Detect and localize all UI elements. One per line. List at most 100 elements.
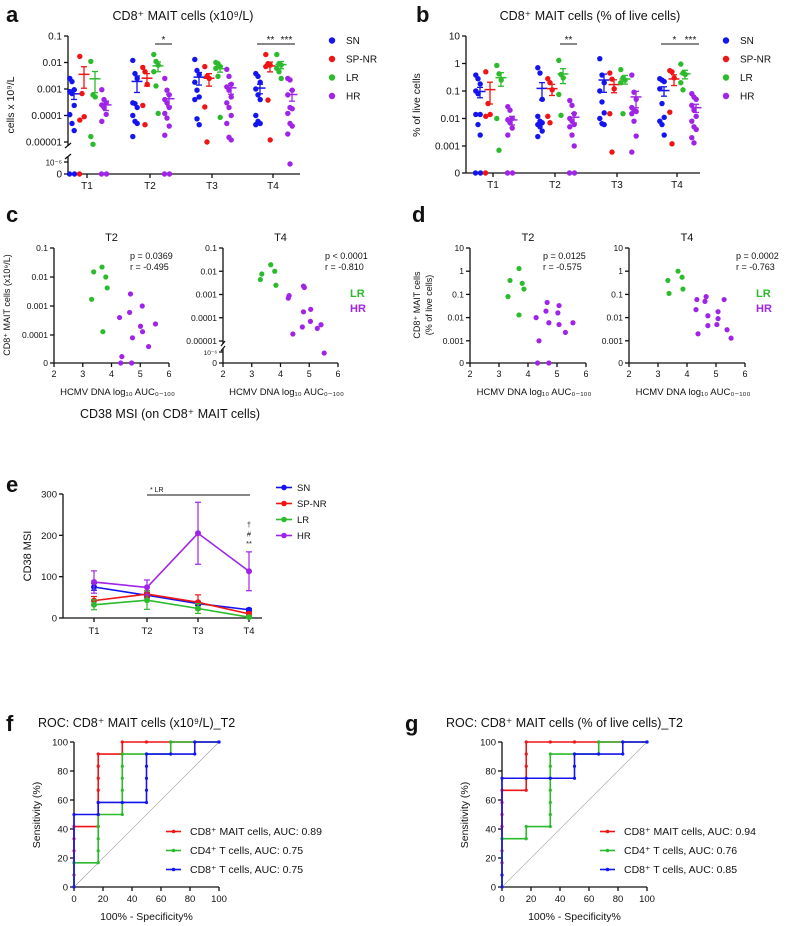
roc-point bbox=[120, 788, 124, 792]
data-point bbox=[144, 597, 150, 604]
significance-label: *** bbox=[685, 35, 697, 46]
legend-marker bbox=[281, 532, 287, 539]
series-line bbox=[93, 586, 250, 611]
x-tick-label: 80 bbox=[185, 894, 196, 905]
data-point bbox=[116, 314, 123, 321]
x-tick-label: 0 bbox=[71, 894, 76, 905]
data-point bbox=[507, 107, 513, 113]
panel-label: b bbox=[416, 2, 429, 27]
data-point bbox=[318, 322, 324, 328]
data-point bbox=[607, 110, 613, 117]
data-point bbox=[534, 360, 541, 366]
data-point bbox=[556, 91, 562, 98]
data-point bbox=[694, 296, 700, 303]
y-tick-label: 80 bbox=[57, 767, 68, 778]
roc-point bbox=[500, 885, 504, 889]
panel-label: d bbox=[412, 202, 425, 227]
data-point bbox=[166, 123, 172, 129]
roc-point bbox=[572, 764, 577, 768]
data-point bbox=[164, 115, 170, 121]
data-point bbox=[509, 125, 515, 131]
y-tick-label: 0.01 bbox=[200, 266, 217, 276]
data-point bbox=[666, 290, 672, 297]
data-point bbox=[555, 310, 561, 316]
data-point bbox=[607, 70, 613, 76]
panel-label: f bbox=[6, 711, 14, 736]
data-point bbox=[693, 96, 699, 102]
data-point bbox=[91, 269, 97, 275]
data-point bbox=[556, 302, 562, 309]
roc-point bbox=[621, 752, 625, 756]
roc-point bbox=[524, 752, 528, 756]
roc-point bbox=[72, 885, 76, 889]
subplot-title: T2 bbox=[105, 232, 118, 244]
data-point bbox=[482, 170, 489, 176]
x-tick-label: 100 bbox=[639, 894, 655, 905]
axis-break-mark bbox=[220, 340, 226, 347]
x-axis-label: HCMV DNA log₁₀ AUC₀₋₁₀₀ bbox=[636, 387, 751, 398]
roc-point bbox=[548, 800, 552, 805]
data-point bbox=[714, 321, 720, 328]
data-point bbox=[77, 117, 83, 123]
x-tick-label: 100 bbox=[211, 894, 227, 905]
y-tick-label: 60 bbox=[485, 796, 496, 807]
roc-point bbox=[597, 740, 601, 744]
data-point bbox=[702, 298, 708, 304]
data-point bbox=[127, 291, 134, 297]
data-point bbox=[91, 601, 97, 608]
panel-title: ROC: CD8⁺ MAIT cells (x10⁹/L)_T2 bbox=[38, 716, 235, 730]
data-point bbox=[224, 100, 230, 106]
x-tick-label: 60 bbox=[584, 894, 595, 905]
panel-label: c bbox=[6, 202, 18, 227]
x-tick-label: T3 bbox=[192, 626, 203, 637]
data-point bbox=[533, 315, 539, 321]
y-tick-label: 0 bbox=[63, 883, 68, 894]
data-point bbox=[601, 121, 607, 128]
y-tick-label: 0.1 bbox=[36, 243, 48, 253]
data-point bbox=[547, 120, 553, 126]
data-point bbox=[253, 86, 259, 92]
data-point bbox=[597, 55, 603, 62]
legend-label: LR bbox=[297, 515, 309, 526]
data-point bbox=[134, 120, 140, 127]
panel-label: e bbox=[6, 472, 18, 497]
data-point bbox=[202, 63, 208, 70]
roc-point bbox=[120, 776, 124, 780]
legend-marker bbox=[171, 848, 176, 853]
y-tick-label: 0 bbox=[43, 358, 48, 368]
data-point bbox=[472, 170, 479, 176]
data-point bbox=[494, 115, 500, 122]
data-point bbox=[134, 104, 140, 111]
legend-marker bbox=[722, 74, 730, 81]
y-tick-label: 0 bbox=[618, 358, 623, 368]
data-point bbox=[155, 110, 161, 117]
data-point bbox=[253, 112, 259, 119]
data-point bbox=[99, 87, 105, 93]
data-point bbox=[76, 171, 83, 177]
roc-curve bbox=[73, 741, 219, 887]
x-tick-label: 2 bbox=[220, 369, 225, 379]
data-point bbox=[571, 143, 577, 149]
roc-point bbox=[572, 752, 577, 756]
y-tick-label: 0.00001 bbox=[186, 336, 217, 346]
y-tick-label: 0 bbox=[491, 883, 496, 894]
roc-point bbox=[144, 752, 149, 756]
x-tick-label: 2 bbox=[626, 369, 631, 379]
x-tick-label: 3 bbox=[249, 369, 254, 379]
data-point bbox=[546, 320, 552, 326]
data-point bbox=[99, 118, 105, 125]
legend-label: LR bbox=[740, 73, 753, 84]
legend-marker bbox=[281, 500, 287, 507]
y-axis-label: cells x 10⁹/L bbox=[5, 76, 17, 133]
roc-point bbox=[120, 764, 124, 768]
legend-marker bbox=[722, 37, 730, 44]
y-tick-label: 0.0001 bbox=[191, 313, 217, 323]
x-tick-label: T3 bbox=[206, 181, 218, 192]
legend-label: CD8⁺ MAIT cells, AUC: 0.94 bbox=[624, 826, 756, 838]
data-point bbox=[278, 75, 284, 82]
y-tick-label: 10 bbox=[614, 243, 624, 253]
data-point bbox=[276, 68, 282, 75]
data-point bbox=[477, 132, 483, 138]
legend-label: SP-NR bbox=[346, 55, 377, 66]
data-point bbox=[599, 99, 605, 105]
